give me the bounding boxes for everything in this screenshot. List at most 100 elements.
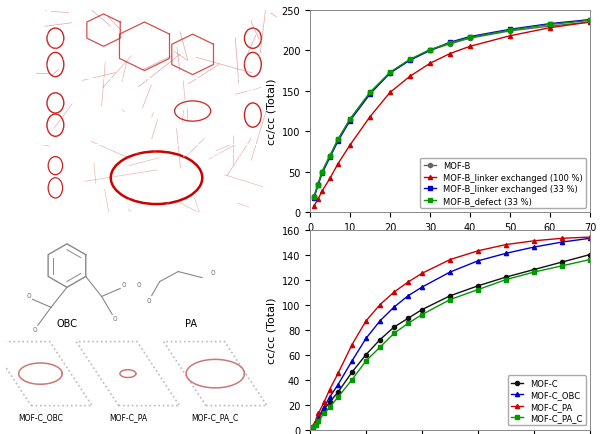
MOF-C xyxy=(362,352,370,357)
MOF-C xyxy=(559,260,566,265)
MOF-C_PA xyxy=(326,387,334,392)
Text: MOF-B - Defect: MOF-B - Defect xyxy=(213,202,270,210)
Text: o: o xyxy=(26,291,31,299)
Text: OBC: OBC xyxy=(57,318,78,328)
MOF-C_PA xyxy=(586,235,594,240)
Line: MOF-C: MOF-C xyxy=(311,253,592,429)
MOF-B_linker exchanged (100 %) xyxy=(326,176,334,181)
MOF-B_defect (33 %) xyxy=(447,41,454,46)
Text: MOF-B: MOF-B xyxy=(245,88,270,96)
MOF-C_PA_C xyxy=(326,404,334,410)
MOF-B_defect (33 %) xyxy=(314,183,321,188)
MOF-C_PA_C xyxy=(309,424,317,430)
MOF-B_defect (33 %) xyxy=(467,36,474,41)
MOF-C_OBC xyxy=(586,236,594,241)
MOF-C xyxy=(503,275,510,280)
MOF-C_PA_C xyxy=(376,345,383,350)
MOF-B_linker exchanged (100 %) xyxy=(586,20,594,26)
MOF-C_OBC xyxy=(559,240,566,245)
MOF-B_linker exchanged (100 %) xyxy=(406,75,414,80)
MOF-C_OBC xyxy=(312,420,319,425)
MOF-B xyxy=(326,154,334,159)
MOF-C_OBC xyxy=(405,293,412,299)
Text: o: o xyxy=(146,295,151,304)
MOF-B_defect (33 %) xyxy=(406,57,414,62)
MOF-B xyxy=(426,49,433,54)
MOF-B xyxy=(335,138,342,143)
MOF-B xyxy=(367,91,374,96)
Legend: MOF-C, MOF-C_OBC, MOF-C_PA, MOF-C_PA_C: MOF-C, MOF-C_OBC, MOF-C_PA, MOF-C_PA_C xyxy=(507,375,586,425)
MOF-C xyxy=(530,267,538,273)
MOF-C_PA xyxy=(309,423,317,428)
MOF-C_PA xyxy=(320,400,327,405)
MOF-B xyxy=(318,170,326,175)
MOF-C xyxy=(326,400,334,405)
MOF-B xyxy=(447,42,454,47)
MOF-C_OBC xyxy=(335,382,342,387)
MOF-B_linker exchanged (33 %) xyxy=(506,28,514,33)
MOF-B_linker exchanged (33 %) xyxy=(335,139,342,144)
MOF-C_PA_C xyxy=(312,422,319,427)
MOF-C_PA xyxy=(349,342,356,347)
MOF-C xyxy=(447,293,454,299)
MOF-B_linker exchanged (100 %) xyxy=(467,45,474,50)
MOF-C_PA_C xyxy=(503,277,510,283)
MOF-B_linker exchanged (100 %) xyxy=(367,115,374,120)
MOF-C_PA xyxy=(530,239,538,244)
Text: o: o xyxy=(210,267,215,276)
MOF-B_defect (33 %) xyxy=(506,28,514,33)
MOF-B xyxy=(586,20,594,26)
MOF-B_linker exchanged (33 %) xyxy=(314,184,321,189)
MOF-B_linker exchanged (100 %) xyxy=(447,52,454,57)
MOF-C xyxy=(418,307,426,312)
MOF-B xyxy=(346,117,353,122)
MOF-B_linker exchanged (33 %) xyxy=(406,58,414,63)
MOF-C_PA xyxy=(362,319,370,324)
MOF-C_OBC xyxy=(349,358,356,364)
MOF-B_defect (33 %) xyxy=(367,91,374,96)
MOF-C_PA_C xyxy=(418,312,426,318)
Text: o: o xyxy=(122,280,126,289)
Line: MOF-C_OBC: MOF-C_OBC xyxy=(311,237,592,429)
Line: MOF-B_linker exchanged (100 %): MOF-B_linker exchanged (100 %) xyxy=(312,21,592,208)
MOF-C_PA_C xyxy=(586,257,594,263)
MOF-B_linker exchanged (33 %) xyxy=(467,35,474,40)
MOF-C_PA_C xyxy=(315,418,322,424)
MOF-C_OBC xyxy=(418,285,426,290)
MOF-B_linker exchanged (33 %) xyxy=(447,40,454,46)
MOF-C_PA xyxy=(559,236,566,241)
MOF-C xyxy=(315,416,322,421)
Line: MOF-C_PA_C: MOF-C_PA_C xyxy=(311,258,592,429)
MOF-C_OBC xyxy=(530,245,538,250)
Y-axis label: cc/cc (Total): cc/cc (Total) xyxy=(266,297,276,363)
MOF-C_OBC xyxy=(474,259,482,264)
MOF-B_linker exchanged (33 %) xyxy=(547,22,554,27)
MOF-C_PA_C xyxy=(447,297,454,302)
MOF-C_PA xyxy=(474,249,482,254)
MOF-B_linker exchanged (100 %) xyxy=(386,91,394,96)
MOF-B_defect (33 %) xyxy=(311,195,318,200)
MOF-B_linker exchanged (33 %) xyxy=(367,92,374,97)
MOF-B_defect (33 %) xyxy=(547,23,554,28)
Line: MOF-B: MOF-B xyxy=(312,21,592,199)
MOF-B_linker exchanged (100 %) xyxy=(547,26,554,31)
MOF-B_linker exchanged (33 %) xyxy=(326,155,334,161)
Text: o: o xyxy=(113,314,118,323)
MOF-B_linker exchanged (100 %) xyxy=(318,189,326,194)
MOF-B_linker exchanged (33 %) xyxy=(426,49,433,54)
MOF-C_OBC xyxy=(447,270,454,275)
MOF-C xyxy=(405,316,412,321)
MOF-B_defect (33 %) xyxy=(326,154,334,159)
MOF-B_defect (33 %) xyxy=(386,70,394,76)
MOF-B_linker exchanged (100 %) xyxy=(346,143,353,148)
Text: o: o xyxy=(33,325,37,334)
MOF-B_defect (33 %) xyxy=(346,117,353,122)
MOF-C xyxy=(391,325,398,330)
MOF-C_PA_C xyxy=(362,358,370,364)
MOF-C_PA xyxy=(312,418,319,424)
MOF-B xyxy=(506,29,514,34)
MOF-C xyxy=(309,424,317,430)
MOF-B xyxy=(311,194,318,199)
MOF-C_OBC xyxy=(376,319,383,324)
MOF-C xyxy=(474,283,482,289)
